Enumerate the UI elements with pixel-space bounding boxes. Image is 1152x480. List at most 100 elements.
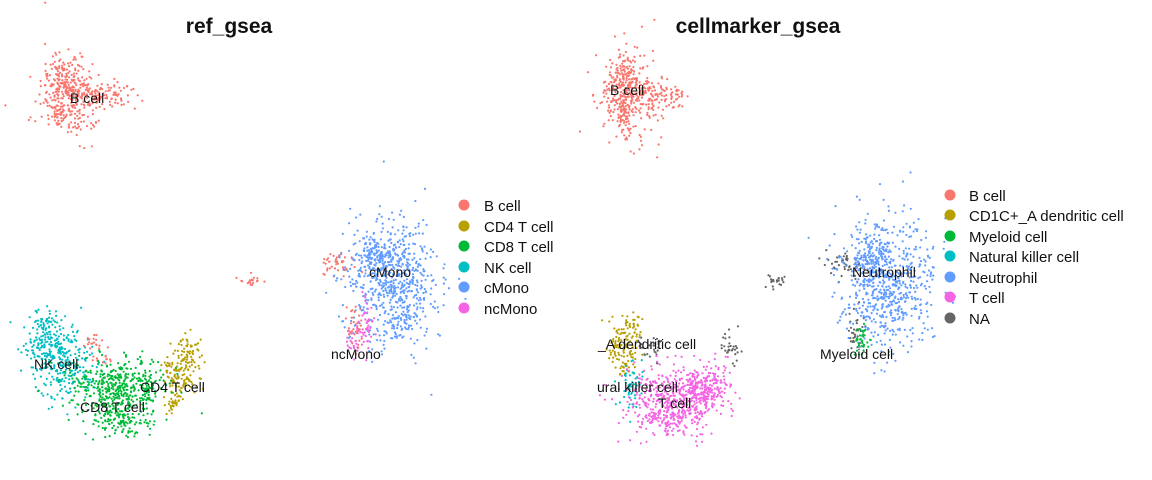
cell-point (131, 386, 135, 389)
cell-point (863, 266, 866, 269)
cell-point (126, 413, 129, 416)
cell-point (378, 334, 381, 337)
cell-point (33, 353, 36, 356)
cell-point (40, 352, 44, 356)
cell-point (69, 390, 72, 393)
cell-point (605, 92, 608, 95)
cell-point (405, 226, 408, 229)
cell-point (384, 265, 387, 268)
cell-point (631, 59, 635, 62)
cell-point (384, 254, 387, 257)
cell-point (627, 409, 630, 413)
cell-point (154, 392, 157, 395)
cell-point (883, 332, 886, 335)
cell-point (375, 308, 378, 311)
cell-point (650, 93, 653, 96)
cell-point (902, 296, 906, 299)
cell-point (379, 254, 382, 257)
cell-point (889, 273, 892, 276)
cell-point (628, 114, 631, 117)
cell-point (722, 404, 725, 408)
cell-point (36, 328, 39, 331)
cell-point (856, 254, 859, 257)
cell-point (853, 353, 856, 356)
cell-point (658, 92, 662, 95)
cell-point (44, 84, 47, 87)
cell-point (118, 387, 121, 390)
cell-point (632, 318, 635, 321)
cell-point (621, 77, 625, 80)
cell-point (873, 331, 877, 334)
cell-point (203, 361, 206, 364)
cell-point (45, 99, 48, 102)
cell-point (170, 377, 173, 380)
cell-point (914, 275, 917, 278)
cell-point (396, 268, 399, 271)
cell-point (100, 364, 103, 367)
cell-point (666, 397, 669, 400)
cell-point (169, 404, 172, 408)
cell-point (139, 355, 142, 358)
cell-point (831, 267, 834, 270)
cell-point (114, 429, 117, 432)
cell-point (906, 252, 909, 256)
cell-point (98, 344, 101, 347)
cell-point (96, 84, 99, 87)
cell-point (693, 354, 696, 357)
cell-point (419, 258, 422, 261)
cell-point (60, 332, 63, 336)
cell-point (73, 338, 76, 341)
cell-point (92, 355, 95, 358)
cell-point (434, 283, 437, 286)
cell-point (662, 418, 665, 421)
cell-point (382, 301, 385, 304)
cell-point (145, 407, 148, 410)
cell-point (181, 398, 184, 401)
cell-point (908, 265, 911, 268)
cell-point (672, 417, 675, 420)
cell-point (54, 345, 57, 348)
cell-point (413, 257, 416, 260)
cell-point (635, 405, 638, 409)
cell-point (354, 330, 357, 333)
cell-point (657, 420, 660, 423)
cell-point (729, 385, 732, 388)
cell-point (856, 329, 860, 332)
cell-point (393, 267, 396, 270)
cell-point (910, 235, 913, 238)
cell-point (619, 116, 622, 119)
cell-point (87, 88, 90, 92)
cell-point (680, 419, 683, 422)
cell-point (419, 302, 422, 305)
cell-point (152, 360, 155, 363)
cell-point (833, 233, 836, 236)
cluster-label: NK cell (34, 356, 78, 372)
cell-point (87, 389, 90, 392)
cell-point (667, 423, 670, 426)
cell-point (147, 387, 150, 390)
cell-point (648, 87, 651, 90)
cell-point (634, 111, 637, 114)
cell-point (71, 377, 74, 380)
cell-point (105, 395, 108, 399)
cell-point (422, 218, 425, 222)
cell-point (857, 238, 860, 241)
cell-point (50, 115, 54, 118)
cell-point (394, 294, 397, 297)
cell-point (891, 231, 894, 234)
cell-point (417, 225, 420, 228)
cell-point (57, 381, 61, 384)
cell-point (179, 339, 182, 342)
cell-point (666, 421, 669, 424)
cell-point (136, 94, 139, 97)
cell-point (845, 264, 848, 267)
cell-point (132, 389, 135, 392)
cell-point (736, 325, 740, 328)
cell-point (44, 328, 47, 331)
cell-point (638, 377, 642, 380)
cell-point (872, 261, 875, 264)
cell-point (630, 82, 633, 85)
cell-point (710, 432, 713, 435)
cell-point (398, 239, 401, 242)
cell-point (407, 286, 410, 289)
